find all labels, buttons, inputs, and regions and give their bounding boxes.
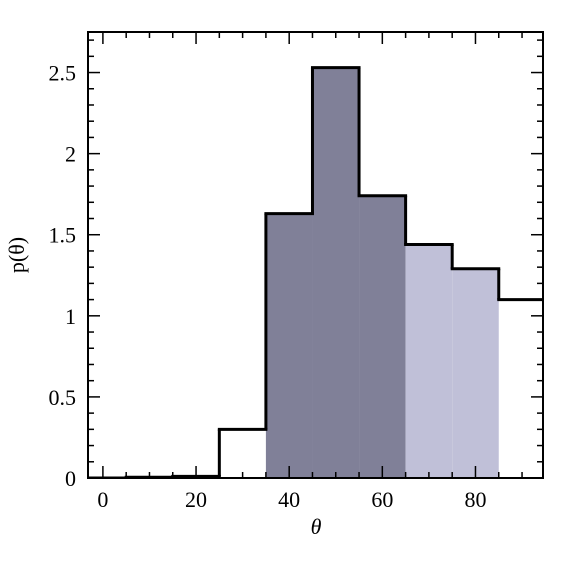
x-tick-label: 60 — [371, 487, 393, 512]
x-tick-label: 40 — [278, 487, 300, 512]
bar — [312, 67, 360, 478]
plot-frame — [87, 31, 544, 479]
bar — [405, 244, 453, 478]
y-tick-label: 2.5 — [49, 61, 77, 86]
x-tick-label: 80 — [464, 487, 486, 512]
x-tick-label: 0 — [97, 487, 108, 512]
bar — [359, 195, 406, 478]
y-tick-label: 1.5 — [49, 223, 77, 248]
y-tick-label: 0 — [65, 466, 76, 491]
plot-area — [88, 66, 543, 478]
x-tick-label: 20 — [185, 487, 207, 512]
bar — [452, 268, 499, 478]
y-tick-label: 1 — [65, 304, 76, 329]
y-tick-label: 2 — [65, 142, 76, 167]
x-axis-label: θ — [311, 514, 322, 539]
bar — [265, 213, 313, 478]
y-tick-label: 0.5 — [49, 385, 77, 410]
y-axis-label: p(θ) — [4, 237, 29, 273]
